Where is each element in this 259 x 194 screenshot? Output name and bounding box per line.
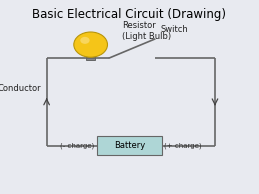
Text: (+ charge): (+ charge) <box>164 142 202 149</box>
FancyBboxPatch shape <box>86 54 95 60</box>
Circle shape <box>80 37 90 44</box>
Text: Switch: Switch <box>161 25 188 34</box>
Text: (- charge): (- charge) <box>60 142 95 149</box>
Text: Battery: Battery <box>114 141 145 150</box>
Text: Conductor: Conductor <box>0 84 41 93</box>
Circle shape <box>74 32 107 57</box>
Text: Basic Electrical Circuit (Drawing): Basic Electrical Circuit (Drawing) <box>32 8 227 21</box>
Text: Resistor
(Light Bulb): Resistor (Light Bulb) <box>122 21 171 41</box>
FancyBboxPatch shape <box>97 136 162 155</box>
